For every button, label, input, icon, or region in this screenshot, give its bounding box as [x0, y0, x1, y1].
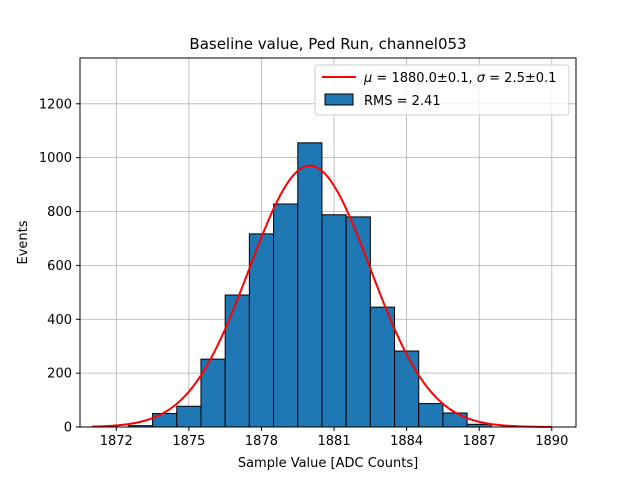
legend-sigma-symbol: σ — [477, 71, 486, 86]
histogram-bar — [369, 306, 396, 428]
histogram-bar — [297, 142, 323, 428]
y-axis-label: Events — [16, 220, 31, 264]
legend-box — [314, 64, 570, 116]
legend: μ = 1880.0±0.1, σ = 2.5±0.1 RMS = 2.41 — [314, 64, 570, 116]
x-tick-label: 1878 — [245, 434, 278, 449]
x-tick-label: 1887 — [463, 434, 496, 449]
x-tick-label: 1884 — [390, 434, 423, 449]
legend-mu-value: = 1880.0±0.1, — [372, 71, 476, 86]
legend-mu-symbol: μ — [363, 71, 372, 86]
histogram-bar — [442, 412, 468, 428]
histogram-bar — [321, 214, 347, 428]
legend-sigma-value: = 2.5±0.1 — [485, 71, 556, 86]
x-axis-ticks: 1872 1875 1878 1881 1884 1887 1890 — [100, 427, 568, 449]
y-tick-label: 200 — [47, 367, 72, 382]
histogram-bar — [345, 216, 371, 428]
x-tick-label: 1872 — [100, 434, 133, 449]
histogram-bar — [224, 294, 250, 428]
x-tick-label: 1890 — [535, 434, 568, 449]
legend-histogram-swatch — [324, 93, 354, 106]
histogram-bar — [394, 350, 420, 428]
histogram-bar — [418, 403, 444, 428]
y-tick-label: 400 — [47, 313, 72, 328]
chart-title: Baseline value, Ped Run, channel053 — [189, 35, 466, 53]
legend-fit-label: μ = 1880.0±0.1, σ = 2.5±0.1 — [363, 71, 556, 86]
x-tick-label: 1881 — [318, 434, 351, 449]
y-tick-label: 1000 — [39, 151, 72, 166]
histogram-bars — [127, 142, 492, 428]
x-tick-label: 1875 — [172, 434, 205, 449]
histogram-bar — [273, 203, 299, 428]
histogram-bar — [248, 233, 275, 428]
gaussian-fit-curve — [92, 164, 552, 428]
plot-frame — [79, 57, 577, 428]
x-axis-label: Sample Value [ADC Counts] — [238, 456, 418, 471]
histogram-bar — [176, 405, 202, 428]
legend-histogram-label: RMS = 2.41 — [364, 94, 441, 109]
y-tick-label: 800 — [47, 205, 72, 220]
y-tick-label: 0 — [64, 421, 72, 436]
y-axis-ticks: 0 200 400 600 800 1000 1200 — [39, 97, 80, 436]
y-tick-label: 600 — [47, 259, 72, 274]
y-tick-label: 1200 — [39, 97, 72, 112]
